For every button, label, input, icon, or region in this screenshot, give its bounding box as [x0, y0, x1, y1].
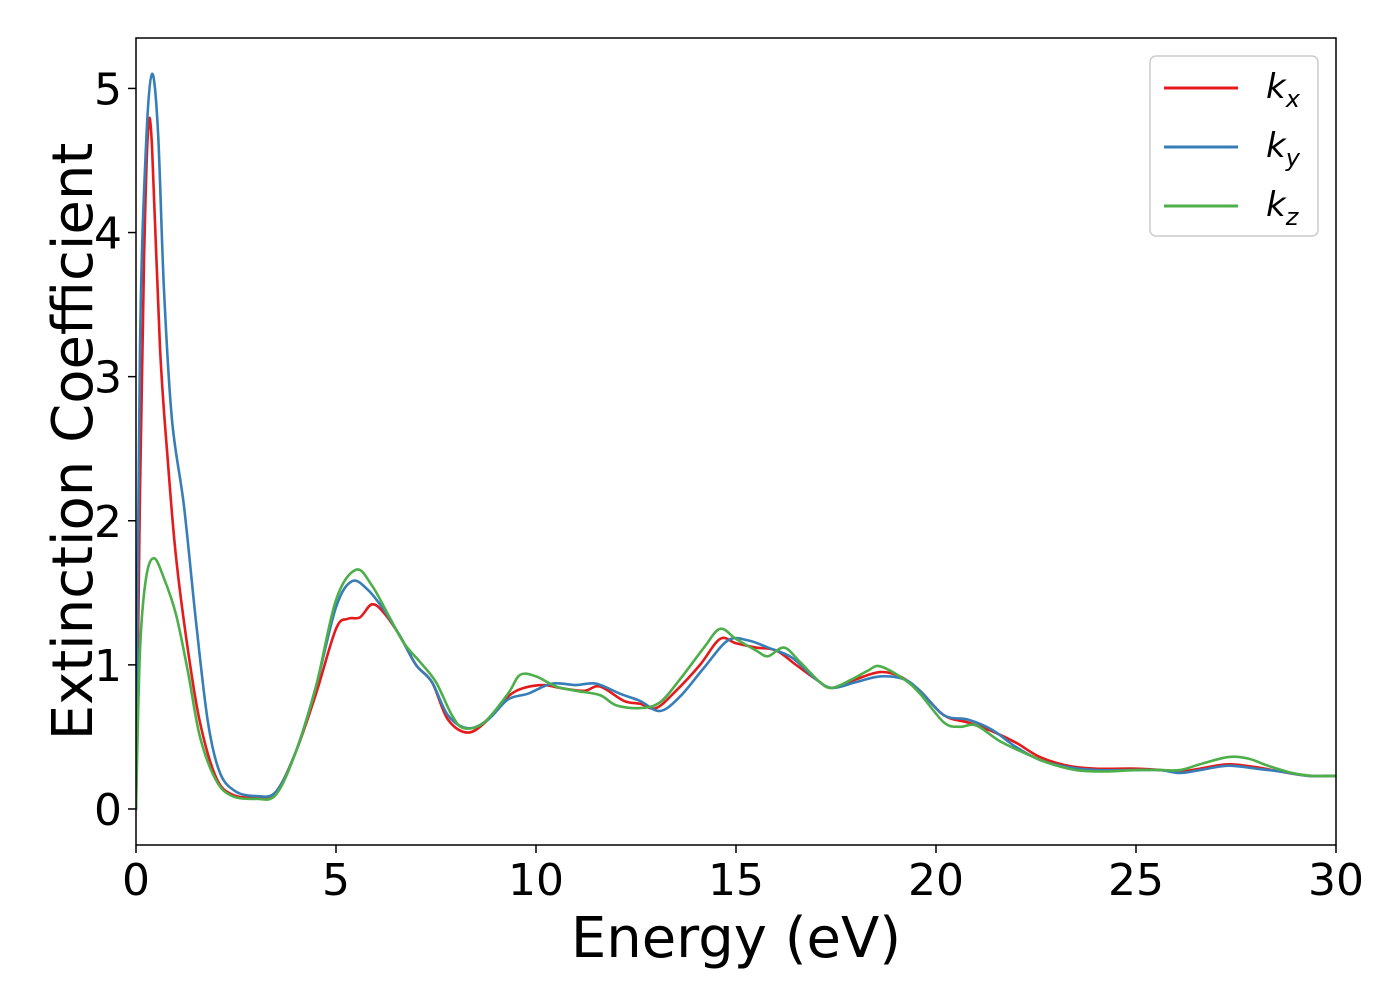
series-layer [136, 72, 1336, 811]
y-axis-label: Extinction Coefficient [41, 143, 106, 741]
legend-label-main: k [1266, 126, 1287, 166]
legend-label-y: ky [1266, 126, 1301, 172]
y-tick-label: 4 [94, 209, 122, 260]
x-axis-ticks: 0 5 10 15 20 25 30 [122, 845, 1364, 906]
x-tick-label: 5 [322, 855, 350, 906]
legend-label-subscript: y [1285, 144, 1301, 172]
y-axis-ticks: 0 1 2 3 4 5 [94, 64, 136, 836]
x-axis-label: Energy (eV) [571, 906, 901, 971]
y-tick-label: 5 [94, 64, 122, 115]
series-line-z [136, 556, 1336, 811]
x-tick-label: 0 [122, 855, 150, 906]
legend-label-x: kx [1266, 67, 1301, 113]
x-tick-label: 25 [1108, 855, 1164, 906]
y-tick-label: 1 [94, 641, 122, 692]
x-tick-label: 20 [908, 855, 964, 906]
legend-label-main: k [1266, 67, 1287, 107]
legend-label-subscript: z [1285, 203, 1300, 231]
legend-label-z: kz [1266, 185, 1300, 231]
y-tick-label: 3 [94, 353, 122, 404]
y-tick-label: 2 [94, 497, 122, 548]
x-tick-label: 30 [1308, 855, 1364, 906]
legend-label-subscript: x [1285, 85, 1301, 113]
y-tick-label: 0 [94, 785, 122, 836]
legend-label-main: k [1266, 185, 1287, 225]
x-tick-label: 15 [708, 855, 764, 906]
x-tick-label: 10 [508, 855, 564, 906]
